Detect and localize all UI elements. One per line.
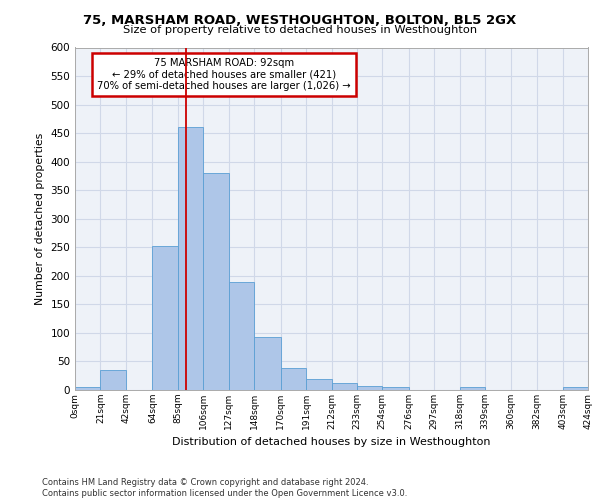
Bar (203, 172, 229, 390)
Bar (306, 378, 331, 390)
Bar (331, 382, 357, 390)
Bar (460, 387, 485, 390)
X-axis label: Distribution of detached houses by size in Westhoughton: Distribution of detached houses by size … (172, 438, 491, 448)
Bar (100, 370, 126, 390)
Text: 75, MARSHAM ROAD, WESTHOUGHTON, BOLTON, BL5 2GX: 75, MARSHAM ROAD, WESTHOUGHTON, BOLTON, … (83, 14, 517, 27)
Text: Size of property relative to detached houses in Westhoughton: Size of property relative to detached ho… (123, 25, 477, 35)
Bar (254, 338, 281, 390)
Bar (357, 386, 382, 390)
Text: Contains HM Land Registry data © Crown copyright and database right 2024.
Contai: Contains HM Land Registry data © Crown c… (42, 478, 407, 498)
Bar (229, 282, 254, 390)
Y-axis label: Number of detached properties: Number of detached properties (35, 132, 45, 305)
Bar (563, 387, 588, 390)
Bar (382, 386, 409, 390)
Text: 75 MARSHAM ROAD: 92sqm
← 29% of detached houses are smaller (421)
70% of semi-de: 75 MARSHAM ROAD: 92sqm ← 29% of detached… (97, 58, 350, 91)
Bar (281, 368, 306, 390)
Bar (75, 387, 100, 390)
Bar (178, 128, 203, 390)
Bar (152, 246, 178, 390)
